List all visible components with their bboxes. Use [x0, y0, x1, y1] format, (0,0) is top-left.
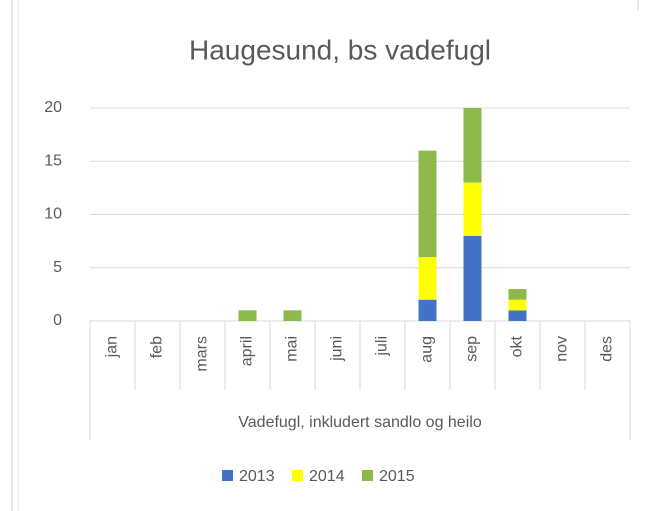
x-tick-label: juni: [329, 336, 346, 362]
x-tick-label: jan: [104, 336, 121, 358]
x-tick-label: feb: [149, 336, 166, 358]
legend-label: 2013: [239, 468, 275, 485]
y-tick-label: 5: [53, 259, 62, 276]
x-tick-label: juli: [374, 336, 391, 357]
x-tick-label: okt: [509, 335, 526, 357]
y-tick-label: 15: [44, 152, 62, 169]
legend-swatch: [292, 470, 303, 481]
bar-segment: [508, 289, 527, 300]
bar-segment: [418, 257, 437, 300]
x-tick-label: mars: [194, 336, 211, 372]
y-tick-label: 20: [44, 99, 62, 116]
y-tick-label: 0: [53, 312, 62, 329]
bar-segment: [238, 310, 257, 321]
bar-segment: [418, 299, 437, 321]
bar-segment: [508, 310, 527, 321]
x-tick-label: nov: [554, 336, 571, 362]
x-tick-label: des: [599, 336, 616, 362]
bar-segment: [463, 108, 482, 183]
bar-segment: [463, 235, 482, 321]
x-tick-label: aug: [419, 336, 436, 363]
x-tick-label: april: [239, 336, 256, 366]
chart-title: Haugesund, bs vadefugl: [189, 34, 491, 65]
legend-swatch: [362, 470, 373, 481]
bar-segment: [418, 150, 437, 258]
x-tick-label: sep: [464, 336, 481, 362]
legend-label: 2015: [379, 468, 415, 485]
legend-swatch: [222, 470, 233, 481]
bar-segment: [463, 182, 482, 236]
legend-label: 2014: [309, 468, 345, 485]
x-axis-title: Vadefugl, inkludert sandlo og heilo: [238, 414, 482, 431]
x-tick-label: mai: [284, 336, 301, 362]
y-tick-label: 10: [44, 206, 62, 223]
bar-segment: [508, 299, 527, 311]
bar-segment: [283, 310, 302, 321]
